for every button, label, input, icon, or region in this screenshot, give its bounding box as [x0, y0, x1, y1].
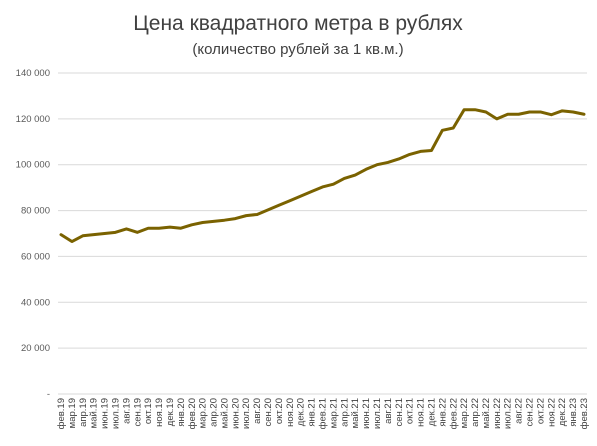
y-tick-label: 40 000 — [21, 297, 50, 308]
x-tick-label: июн.21 — [361, 398, 372, 429]
x-tick-label: ноя.21 — [416, 398, 427, 427]
x-tick-label: июл.21 — [372, 398, 383, 429]
x-tick-label: июл.22 — [503, 398, 514, 429]
x-tick-label: мар.19 — [67, 398, 78, 428]
y-tick-label: 80 000 — [21, 206, 50, 217]
x-tick-label: апр.19 — [78, 398, 89, 427]
series-line — [59, 108, 586, 244]
x-tick-label: янв.22 — [437, 398, 448, 427]
x-tick-label: фев.22 — [448, 398, 459, 429]
y-tick-label: - — [47, 389, 50, 400]
x-tick-label: фев.23 — [579, 398, 590, 429]
x-tick-label: мар.21 — [328, 398, 339, 428]
x-tick-label: сен.20 — [263, 398, 274, 427]
y-axis: - 20 000 40 000 60 000 80 000 100 000 120 000 1… — [16, 68, 50, 400]
x-tick-label: фев.21 — [318, 398, 329, 429]
x-tick-label: сен.21 — [394, 398, 405, 427]
y-tick-label: 120 000 — [16, 114, 50, 125]
x-tick-label: янв.23 — [568, 398, 579, 427]
x-tick-label: апр.21 — [339, 398, 350, 427]
gridlines — [58, 72, 587, 395]
x-tick-label: май.20 — [219, 398, 230, 428]
y-tick-label: 140 000 — [16, 68, 50, 79]
plot-area — [59, 108, 586, 244]
x-tick-label: ноя.19 — [154, 398, 165, 427]
x-tick-label: дек.21 — [426, 398, 437, 426]
x-tick-label: мар.22 — [459, 398, 470, 428]
x-tick-label: сен.22 — [525, 398, 536, 427]
x-tick-label: сен.19 — [132, 398, 143, 427]
x-tick-label: янв.21 — [307, 398, 318, 427]
x-tick-label: авг.22 — [514, 398, 525, 424]
y-tick-label: 100 000 — [16, 160, 50, 171]
x-tick-label: май.21 — [350, 398, 361, 428]
x-tick-label: май.19 — [89, 398, 100, 428]
x-tick-label: ноя.22 — [546, 398, 557, 427]
x-tick-label: июл.20 — [241, 398, 252, 429]
x-tick-label: авг.19 — [121, 398, 132, 424]
x-tick-label: окт.20 — [274, 398, 285, 424]
x-tick-label: фев.19 — [56, 398, 67, 429]
x-tick-label: мар.20 — [198, 398, 209, 428]
x-tick-label: апр.20 — [209, 398, 220, 427]
x-tick-label: май.22 — [481, 398, 492, 428]
x-tick-label: апр.22 — [470, 398, 481, 427]
x-tick-label: июн.20 — [230, 398, 241, 429]
chart-subtitle: (количество рублей за 1 кв.м.) — [192, 41, 403, 58]
x-tick-label: дек.22 — [557, 398, 568, 426]
x-tick-label: ноя.20 — [285, 398, 296, 427]
x-tick-label: окт.22 — [535, 398, 546, 424]
x-axis: фев.19 мар.19 апр.19 май.19 июн.19 июл.19 авг.… — [56, 398, 590, 429]
x-tick-label: дек.19 — [165, 398, 176, 426]
x-tick-label: авг.20 — [252, 398, 263, 424]
x-tick-label: окт.21 — [405, 398, 416, 424]
x-tick-label: июн.22 — [492, 398, 503, 429]
x-tick-label: дек.20 — [296, 398, 307, 426]
x-tick-label: фев.20 — [187, 398, 198, 429]
chart-title: Цена квадратного метра в рублях — [133, 12, 463, 35]
x-tick-label: окт.19 — [143, 398, 154, 424]
x-tick-label: июн.19 — [100, 398, 111, 429]
y-tick-label: 60 000 — [21, 251, 50, 262]
x-tick-label: авг.21 — [383, 398, 394, 424]
y-tick-label: 20 000 — [21, 343, 50, 354]
x-tick-label: июл.19 — [110, 398, 121, 429]
x-tick-label: янв.20 — [176, 398, 187, 427]
